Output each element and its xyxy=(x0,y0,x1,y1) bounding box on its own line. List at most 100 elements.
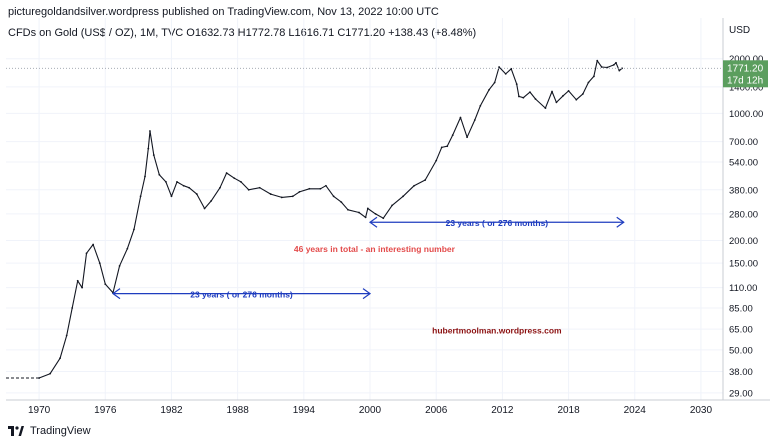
price-point xyxy=(118,264,121,267)
price-point xyxy=(291,195,294,198)
price-point xyxy=(593,75,595,78)
x-tick-label: 1994 xyxy=(293,405,316,416)
price-point xyxy=(435,159,438,162)
price-point xyxy=(104,283,107,286)
price-point xyxy=(459,116,462,119)
price-point xyxy=(147,147,150,150)
chart-series xyxy=(6,59,623,379)
y-tick-label: 85.00 xyxy=(729,304,753,315)
price-point xyxy=(319,187,322,190)
price-point xyxy=(402,195,405,198)
x-axis: 1970 1976 1982 1988 1994 2000 2006 2012 2018 2024… xyxy=(6,399,770,416)
arrow-label: 23 years ( or 276 months) xyxy=(190,290,293,300)
price-point xyxy=(219,186,221,189)
price-point xyxy=(38,377,40,379)
price-point xyxy=(518,95,520,98)
price-point xyxy=(233,177,236,180)
price-point xyxy=(582,93,584,95)
x-tick-label: 1982 xyxy=(160,405,183,416)
chart-annotations: 23 years ( or 276 months) 23 years ( or 2… xyxy=(111,216,625,335)
y-tick-label: 29.00 xyxy=(729,388,753,399)
y-tick-label: 65.00 xyxy=(729,325,753,336)
y-tick-label: 200.00 xyxy=(729,236,758,247)
y-tick-label: 150.00 xyxy=(729,259,758,270)
x-tick-label: 2000 xyxy=(359,405,382,416)
y-tick-label: 38.00 xyxy=(729,367,753,378)
price-point xyxy=(587,81,590,84)
price-point xyxy=(247,188,250,191)
price-point xyxy=(195,193,198,195)
price-point xyxy=(391,204,393,207)
price-point xyxy=(269,193,272,195)
x-tick-label: 1976 xyxy=(94,405,117,416)
price-point xyxy=(544,107,547,109)
price-point xyxy=(176,180,178,183)
price-point xyxy=(567,90,570,92)
price-point xyxy=(451,134,454,136)
x-tick-label: 2006 xyxy=(425,405,448,416)
price-point xyxy=(71,307,74,309)
y-tick-label: 1000.00 xyxy=(729,109,763,120)
price-point xyxy=(479,104,482,107)
x-tick-label: 2018 xyxy=(557,405,580,416)
price-point xyxy=(210,200,213,202)
price-point xyxy=(615,61,617,64)
y-tick-label: 380.00 xyxy=(729,185,758,196)
y-tick-label: 540.00 xyxy=(729,158,758,169)
x-tick-label: 2030 xyxy=(690,405,713,416)
price-point xyxy=(382,217,385,220)
price-point xyxy=(522,96,525,99)
price-point xyxy=(280,196,283,199)
price-point xyxy=(575,98,578,101)
price-point xyxy=(488,88,491,91)
price-point xyxy=(225,172,228,174)
price-point xyxy=(152,154,155,156)
price-point xyxy=(498,66,500,68)
price-point xyxy=(618,69,621,72)
price-point xyxy=(170,195,173,198)
price-point xyxy=(258,186,261,189)
price-point xyxy=(126,247,129,250)
y-tick-label: 280.00 xyxy=(729,209,758,220)
price-point xyxy=(551,90,553,93)
price-point xyxy=(240,180,242,183)
price-point xyxy=(81,286,84,289)
y-tick-label: 110.00 xyxy=(729,283,757,294)
price-point xyxy=(374,213,377,215)
chart-grid xyxy=(6,18,723,400)
price-point xyxy=(65,334,68,337)
price-point xyxy=(446,145,449,148)
symbol-ohlc-legend: CFDs on Gold (US$ / OZ), 1M, TVC O1632.7… xyxy=(8,27,477,39)
arrow-head-right xyxy=(616,216,625,228)
x-tick-label: 2012 xyxy=(491,405,514,416)
price-point xyxy=(139,195,142,198)
price-point xyxy=(144,175,146,178)
tradingview-logo-icon xyxy=(8,426,24,436)
y-tick-label: 1400.00 xyxy=(729,82,763,93)
last-price-countdown: 17d 12h xyxy=(727,75,763,86)
x-tick-label: 1970 xyxy=(28,405,51,416)
price-point xyxy=(98,262,101,265)
price-point xyxy=(158,173,161,176)
y-tick-label: 700.00 xyxy=(729,137,758,148)
tradingview-footer[interactable]: TradingView xyxy=(8,425,91,437)
price-point xyxy=(440,146,443,149)
price-point xyxy=(534,98,537,100)
tradingview-brand: TradingView xyxy=(30,425,91,437)
price-point xyxy=(473,119,476,121)
x-tick-label: 2024 xyxy=(624,405,647,416)
annotation-text: hubertmoolman.wordpress.com xyxy=(432,325,562,335)
arrow-label: 23 years ( or 276 months) xyxy=(446,218,549,228)
price-point xyxy=(133,228,135,231)
price-point xyxy=(203,207,206,210)
price-point xyxy=(364,216,367,219)
last-price-badge xyxy=(723,60,768,88)
price-point xyxy=(493,81,496,84)
price-point xyxy=(76,279,79,282)
price-point xyxy=(515,83,518,85)
price-line xyxy=(38,60,623,379)
price-point xyxy=(358,211,360,214)
price-point xyxy=(424,179,427,181)
